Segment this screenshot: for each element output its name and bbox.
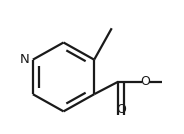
Text: N: N: [20, 53, 29, 66]
Text: O: O: [140, 75, 150, 88]
Text: O: O: [116, 103, 126, 116]
